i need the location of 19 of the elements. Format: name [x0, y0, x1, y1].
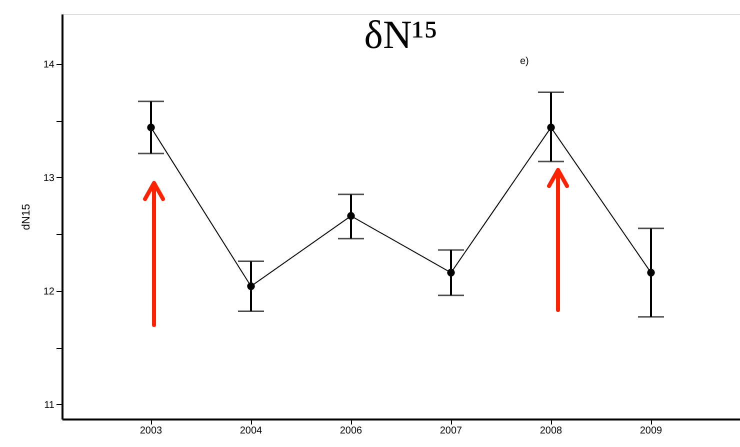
x-tick-label: 2007 — [440, 426, 463, 436]
x-tick-label: 2009 — [640, 426, 663, 436]
point — [247, 282, 255, 290]
point — [347, 212, 355, 220]
x-tick-label: 2008 — [540, 426, 563, 436]
y-tick-label: 13 — [43, 172, 55, 184]
x-tick-label: 2004 — [240, 426, 263, 436]
y-tick-label: 11 — [44, 400, 55, 411]
point — [147, 124, 155, 132]
chart-title: δN¹⁵ — [364, 12, 438, 57]
x-tick-label: 2003 — [140, 426, 163, 436]
y-axis-title: dN15 — [20, 204, 32, 230]
y-tick-label: 12 — [43, 286, 55, 298]
point — [547, 124, 555, 132]
y-tick-label: 14 — [43, 59, 55, 70]
x-tick-label: 2006 — [340, 426, 363, 436]
point — [447, 268, 455, 277]
annotation: e) — [520, 56, 529, 67]
point — [647, 268, 655, 277]
